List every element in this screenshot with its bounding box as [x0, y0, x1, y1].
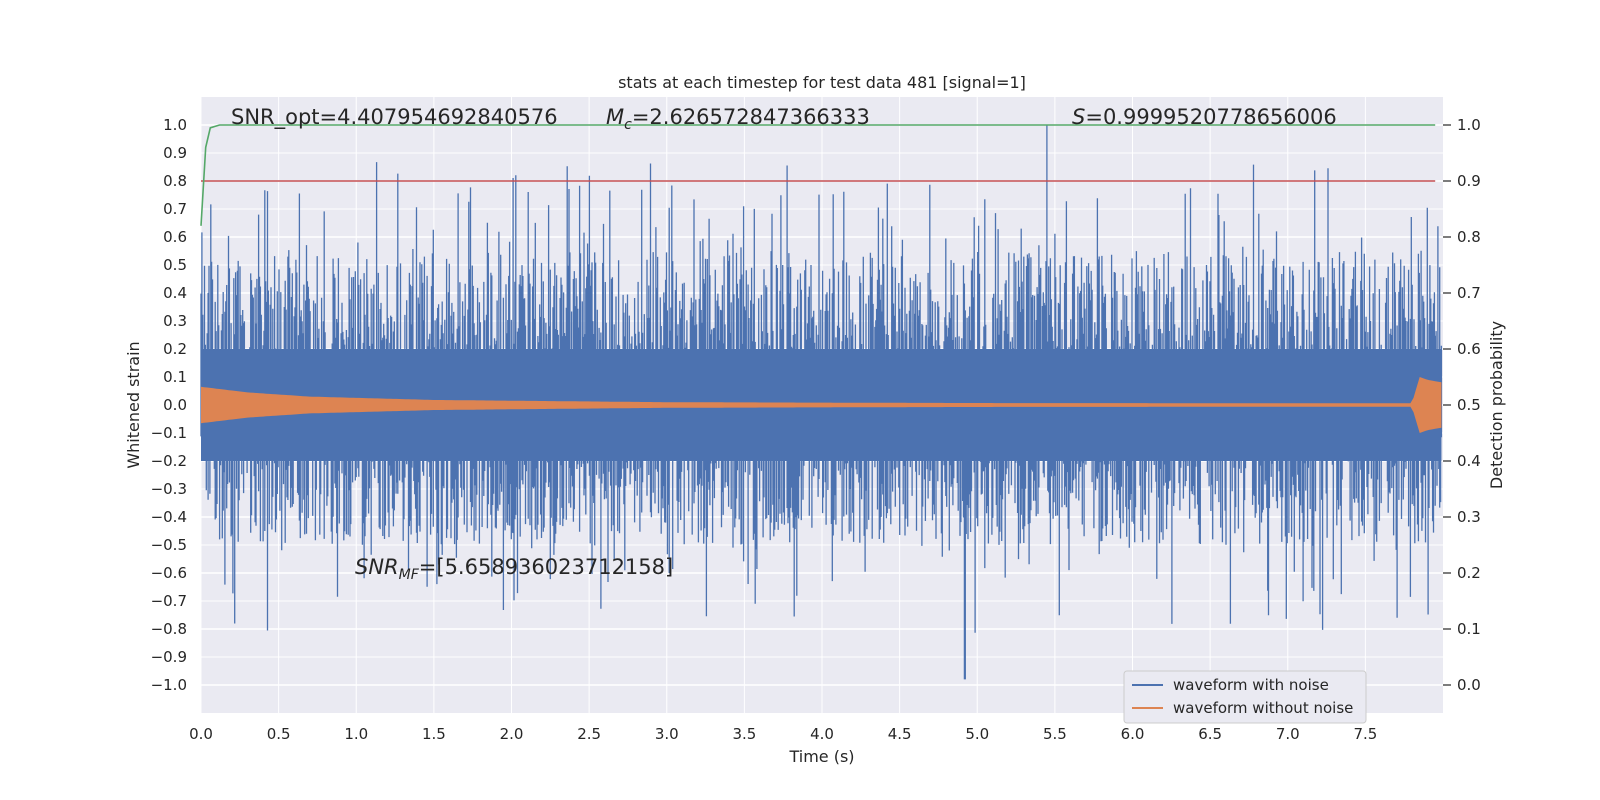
y-tick-label: −1.0 [151, 676, 187, 694]
annotation-s-symbol: S [1072, 105, 1085, 129]
annotation-chirp-mass: Mc=2.626572847366333 [606, 105, 870, 133]
y-tick-label: 0.4 [163, 284, 187, 302]
y2-tick-label: 0.6 [1457, 340, 1481, 358]
y-tick-label: 0.5 [163, 256, 187, 274]
x-tick-label: 6.5 [1198, 725, 1222, 743]
annotation-chirp-mass-symbol: M [606, 105, 624, 129]
annotation-snr-mf-value: =[5.658936023712158] [419, 555, 673, 579]
legend-label-clean: waveform without noise [1173, 699, 1353, 717]
chart-title: stats at each timestep for test data 481… [618, 73, 1026, 92]
y-tick-label: −0.2 [151, 452, 187, 470]
y2-axis-title: Detection probability [1487, 321, 1506, 489]
series-waveform-without-noise [201, 377, 1442, 433]
y-tick-label: −0.6 [151, 564, 187, 582]
y-tick-label: 0.2 [163, 340, 187, 358]
x-tick-label: 5.0 [965, 725, 989, 743]
y-tick-label: −0.7 [151, 592, 187, 610]
y-tick-label: −0.4 [151, 508, 187, 526]
x-tick-label: 1.5 [422, 725, 446, 743]
x-tick-label: 7.5 [1353, 725, 1377, 743]
x-tick-label: 5.5 [1043, 725, 1067, 743]
y2-tick-label: 0.7 [1457, 284, 1481, 302]
y-tick-label: 0.1 [163, 368, 187, 386]
y2-tick-label: 0.3 [1457, 508, 1481, 526]
y-tick-label: −0.3 [151, 480, 187, 498]
annotation-snr-opt: SNR_opt=4.407954692840576 [231, 105, 558, 130]
x-tick-label: 0.5 [267, 725, 291, 743]
x-tick-label: 4.5 [888, 725, 912, 743]
y2-tick-label: 0.0 [1457, 676, 1481, 694]
detection-probability-line [200, 124, 1436, 226]
y-tick-label: 0.8 [163, 172, 187, 190]
waveform-without-noise-band [201, 377, 1442, 433]
annotation-snr-mf-subscript: MF [399, 567, 420, 583]
annotation-snr-mf-symbol: SNR [355, 555, 399, 579]
x-tick-label: 2.5 [577, 725, 601, 743]
series-detection-probability [200, 124, 1436, 226]
legend-box [1123, 670, 1367, 724]
x-axis: 0.0 0.5 1.0 1.5 2.0 2.5 3.0 3.5 4.0 4.5 5.0 5.5 6.0 6… [189, 725, 1377, 743]
y-axis-right: 1.0 0.9 0.8 0.7 0.6 0.5 0.4 0.3 0.2 0.1 0.0 [1443, 116, 1481, 694]
legend: waveform with noise waveform without noi… [1123, 670, 1367, 724]
y-tick-label: 0.3 [163, 312, 187, 330]
y-tick-label: −0.8 [151, 620, 187, 638]
y2-tick-label: 0.2 [1457, 564, 1481, 582]
annotation-s: S=0.9999520778656006 [1072, 105, 1337, 129]
x-axis-title: Time (s) [788, 747, 854, 766]
x-tick-label: 3.0 [655, 725, 679, 743]
y2-tick-label: 0.9 [1457, 172, 1481, 190]
x-tick-label: 6.0 [1121, 725, 1145, 743]
annotation-chirp-mass-subscript: c [624, 117, 632, 133]
x-tick-label: 3.5 [732, 725, 756, 743]
y2-tick-label: 1.0 [1457, 116, 1481, 134]
annotation-snr-mf: SNRMF=[5.658936023712158] [355, 555, 673, 583]
y-tick-label: 0.0 [163, 396, 187, 414]
y-tick-label: −0.1 [151, 424, 187, 442]
y-tick-label: 1.0 [163, 116, 187, 134]
x-tick-label: 4.0 [810, 725, 834, 743]
y2-tick-label: 0.1 [1457, 620, 1481, 638]
y-tick-label: 0.6 [163, 228, 187, 246]
y2-tick-label: 0.4 [1457, 452, 1481, 470]
annotation-chirp-mass-value: =2.626572847366333 [632, 105, 870, 129]
y-tick-label: 0.9 [163, 144, 187, 162]
y2-tick-label: 0.5 [1457, 396, 1481, 414]
y-tick-label: 0.7 [163, 200, 187, 218]
y2-tick-label: 0.8 [1457, 228, 1481, 246]
legend-label-noise: waveform with noise [1173, 676, 1329, 694]
x-tick-label: 2.0 [500, 725, 524, 743]
y-axis-left: 1.0 0.9 0.8 0.7 0.6 0.5 0.4 0.3 0.2 0.1 0.0 −0.1 −0.… [151, 116, 187, 694]
x-tick-label: 1.0 [344, 725, 368, 743]
y-tick-label: −0.9 [151, 648, 187, 666]
y-tick-label: −0.5 [151, 536, 187, 554]
y-axis-title: Whitened strain [124, 341, 143, 468]
annotation-s-value: =0.9999520778656006 [1085, 105, 1336, 129]
x-tick-label: 0.0 [189, 725, 213, 743]
x-tick-label: 7.0 [1276, 725, 1300, 743]
